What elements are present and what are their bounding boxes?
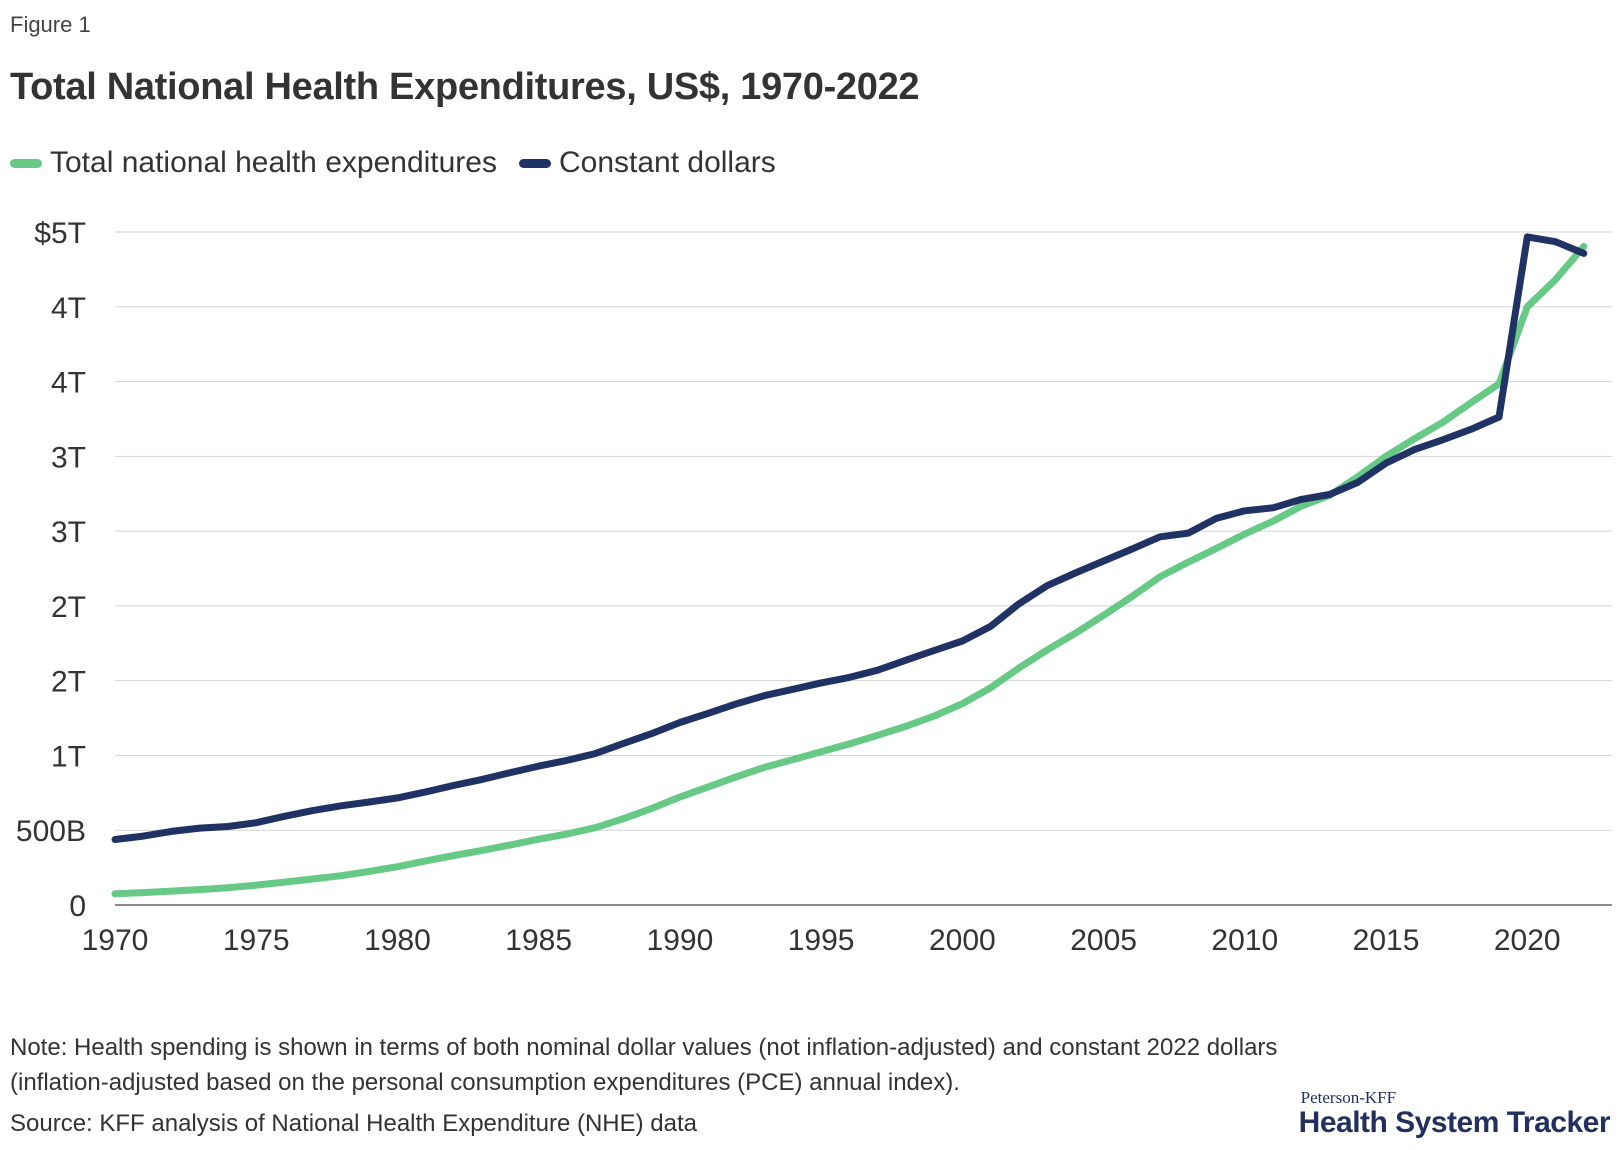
- x-tick-label: 2005: [1070, 924, 1137, 957]
- x-tick-label: 1990: [647, 924, 714, 957]
- x-tick-label: 2015: [1353, 924, 1420, 957]
- legend-item-constant[interactable]: Constant dollars: [518, 146, 776, 180]
- legend-item-nominal[interactable]: Total national health expenditures: [10, 146, 497, 180]
- legend: Total national health expenditures Const…: [10, 146, 798, 180]
- series-line-constant[interactable]: [111, 233, 1588, 843]
- x-tick-label: 2010: [1211, 924, 1278, 957]
- legend-swatch-constant: [518, 158, 551, 168]
- brand-logo: Peterson-KFF Health System Tracker: [1298, 1088, 1611, 1139]
- x-tick-label: 1980: [364, 924, 431, 957]
- figure-label: Figure 1: [10, 12, 91, 37]
- y-tick-label: 4T: [51, 367, 86, 400]
- x-tick-label: 2020: [1494, 924, 1561, 957]
- chart-note: Note: Health spending is shown in terms …: [10, 1034, 1278, 1096]
- legend-swatch-nominal: [10, 158, 42, 168]
- brand-main-text: Health System Tracker: [1298, 1106, 1611, 1139]
- brand-top-text: Peterson-KFF: [1300, 1088, 1397, 1107]
- y-tick-label: 3T: [51, 441, 86, 474]
- y-tick-label: 0: [69, 890, 86, 923]
- y-axis-tick-labels: 0 500B 1T 2T 2T 3T 3T 4T 4T $5T: [16, 217, 86, 923]
- y-tick-label: 3T: [51, 516, 86, 549]
- x-tick-label: 1985: [505, 924, 572, 957]
- x-tick-label: 1970: [82, 924, 149, 957]
- gridlines: [115, 231, 1612, 906]
- legend-label-constant: Constant dollars: [558, 146, 776, 179]
- y-tick-label: $5T: [34, 217, 86, 250]
- series-lines: [111, 233, 1588, 898]
- x-axis-tick-labels: 1970 1975 1980 1985 1990 1995 2000 2005 2010 2015…: [82, 924, 1561, 957]
- series-line-nominal[interactable]: [111, 242, 1588, 898]
- legend-label-nominal: Total national health expenditures: [50, 146, 497, 179]
- y-tick-label: 500B: [16, 815, 86, 848]
- chart-title: Total National Health Expenditures, US$,…: [10, 66, 920, 108]
- y-tick-label: 4T: [51, 292, 86, 325]
- x-tick-label: 2000: [929, 924, 996, 957]
- y-tick-label: 1T: [51, 740, 86, 773]
- chart-source: Source: KFF analysis of National Health …: [10, 1110, 697, 1137]
- x-tick-label: 1975: [223, 924, 290, 957]
- y-tick-label: 2T: [51, 666, 86, 699]
- y-tick-label: 2T: [51, 591, 86, 624]
- x-tick-label: 1995: [788, 924, 855, 957]
